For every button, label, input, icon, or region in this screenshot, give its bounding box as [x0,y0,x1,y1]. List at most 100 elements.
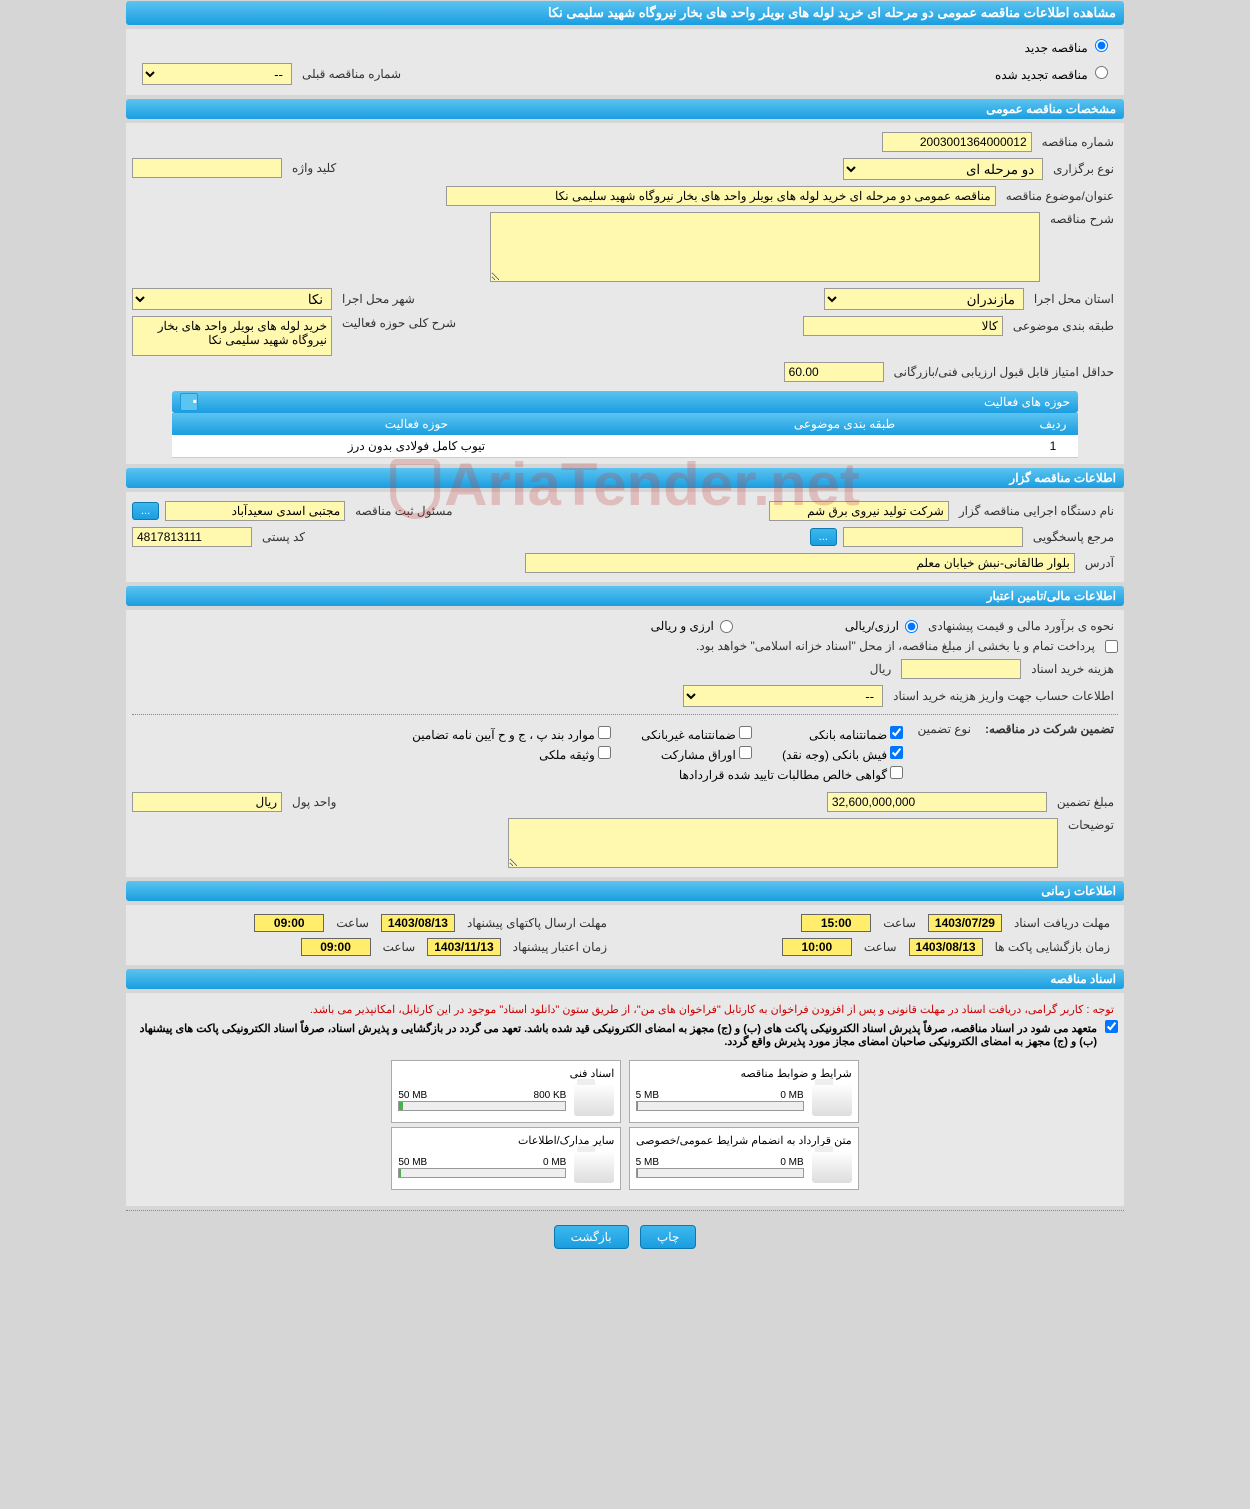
exec-field: شرکت تولید نیروی برق شم [769,501,949,521]
activity-table: ردیف طبقه بندی موضوعی حوزه فعالیت 1 تیوب… [172,413,1078,458]
keyword-input[interactable] [132,158,282,178]
notes-textarea[interactable] [508,818,1058,868]
hold-type-select[interactable]: دو مرحله ای [843,158,1043,180]
note-warning: توجه : کاربر گرامی، دریافت اسناد در مهلت… [132,999,1118,1020]
address-input[interactable] [525,553,1075,573]
validity-time: 09:00 [301,938,371,956]
radio-renewed-label: مناقصه تجدید شده [995,68,1088,82]
folder-icon [812,1151,852,1183]
address-label: آدرس [1081,556,1118,570]
exec-label: نام دستگاه اجرایی مناقصه گزار [955,504,1118,518]
cb-cases[interactable] [598,726,611,739]
subject-input[interactable] [446,186,996,206]
amount-input[interactable] [827,792,1047,812]
note-commitment: متعهد می شود در اسناد مناقصه، صرفاً پذیر… [132,1020,1101,1050]
tender-no-field: 2003001364000012 [882,132,1032,152]
radio-new-tender[interactable] [1095,39,1108,52]
cb-receivable[interactable] [890,766,903,779]
notes-label: توضیحات [1064,818,1118,832]
send-label: مهلت ارسال پاکتهای پیشنهاد [463,916,611,930]
city-label: شهر محل اجرا [338,292,419,306]
cb-nonbank[interactable] [739,726,752,739]
folder-icon [574,1151,614,1183]
table-row: 1 تیوب کامل فولادی بدون درز [172,435,1078,458]
account-select[interactable]: -- [683,685,883,707]
radio-renewed-tender[interactable] [1095,66,1108,79]
folder-icon [812,1084,852,1116]
category-label: طبقه بندی موضوعی [1009,319,1118,333]
activity-table-header: حوزه های فعالیت ▪ [172,391,1078,413]
col-cat: طبقه بندی موضوعی [661,413,1028,435]
send-date: 1403/08/13 [381,914,455,932]
province-select[interactable]: مازندران [824,288,1024,310]
folder-icon [574,1084,614,1116]
section-timing: اطلاعات زمانی [126,881,1124,901]
doc-cost-input[interactable] [901,659,1021,679]
contact-more-button[interactable]: ... [810,528,837,546]
collapse-icon[interactable]: ▪ [180,393,198,411]
section-documents: اسناد مناقصه [126,969,1124,989]
page-title: مشاهده اطلاعات مناقصه عمومی دو مرحله ای … [548,5,1116,20]
estimate-label: نحوه ی برآورد مالی و قیمت پیشنهادی [924,619,1118,633]
page-title-bar: مشاهده اطلاعات مناقصه عمومی دو مرحله ای … [126,1,1124,25]
receive-date: 1403/07/29 [928,914,1002,932]
prev-tender-select[interactable]: -- [142,63,292,85]
open-date: 1403/08/13 [909,938,983,956]
city-select[interactable]: نکا [132,288,332,310]
radio-new-label: مناقصه جدید [1025,41,1088,55]
print-button[interactable]: چاپ [640,1225,696,1249]
section-general: مشخصات مناقصه عمومی [126,99,1124,119]
validity-label: زمان اعتبار پیشنهاد [509,940,611,954]
activity-desc-label: شرح کلی حوزه فعالیت [338,316,460,330]
col-row: ردیف [1028,413,1078,435]
cb-property[interactable] [598,746,611,759]
open-time: 10:00 [782,938,852,956]
contact-label: مرجع پاسخگویی [1029,530,1118,544]
postal-input[interactable] [132,527,252,547]
treasury-note: پرداخت تمام و یا بخشی از مبلغ مناقصه، از… [692,639,1099,653]
treasury-checkbox[interactable] [1105,640,1118,653]
registrar-field: مجتبی اسدی سعیدآباد [165,501,345,521]
doc-box-4[interactable]: سایر مدارک/اطلاعات 50 MB0 MB [391,1127,621,1190]
unit-label: واحد پول [288,795,340,809]
doc-box-2[interactable]: اسناد فنی 50 MB800 KB [391,1060,621,1123]
desc-textarea[interactable] [490,212,1040,282]
category-field: کالا [803,316,1003,336]
account-label: اطلاعات حساب جهت واریز هزینه خرید اسناد [889,689,1118,703]
rial-option: ارزی/ریالی [845,619,899,633]
commitment-checkbox[interactable] [1105,1020,1118,1033]
keyword-label: کلید واژه [288,161,340,175]
doc-box-3[interactable]: متن قرارداد به انضمام شرایط عمومی/خصوصی … [629,1127,859,1190]
min-score-input[interactable] [784,362,884,382]
subject-label: عنوان/موضوع مناقصه [1002,189,1118,203]
cb-cash[interactable] [890,746,903,759]
back-button[interactable]: بازگشت [554,1225,629,1249]
section-organizer: اطلاعات مناقصه گزار [126,468,1124,488]
tender-no-label: شماره مناقصه [1038,135,1118,149]
col-act: حوزه فعالیت [172,413,661,435]
registrar-more-button[interactable]: ... [132,502,159,520]
min-score-label: حداقل امتیاز قابل قبول ارزیابی فنی/بازرگ… [890,365,1118,379]
radio-rial[interactable] [905,620,918,633]
section-financial: اطلاعات مالی/تامین اعتبار [126,586,1124,606]
doc-box-1[interactable]: شرایط و ضوابط مناقصه 5 MB0 MB [629,1060,859,1123]
hold-type-label: نوع برگزاری [1049,162,1118,176]
validity-date: 1403/11/13 [427,938,500,956]
radio-currency[interactable] [720,620,733,633]
receive-time: 15:00 [801,914,871,932]
amount-label: مبلغ تضمین [1053,795,1118,809]
cb-bank[interactable] [890,726,903,739]
guarantee-title: تضمین شرکت در مناقصه: [981,722,1118,736]
doc-cost-label: هزینه خرید اسناد [1027,662,1118,676]
prev-tender-label: شماره مناقصه قبلی [298,67,405,81]
activity-desc-field: خرید لوله های بویلر واحد های بخار نیروگا… [132,316,332,356]
desc-label: شرح مناقصه [1046,212,1118,226]
postal-label: کد پستی [258,530,309,544]
province-label: استان محل اجرا [1030,292,1118,306]
receive-label: مهلت دریافت اسناد [1010,916,1114,930]
cb-bonds[interactable] [739,746,752,759]
unit-field: ریال [132,792,282,812]
contact-field [843,527,1023,547]
guarantee-type-label: نوع تضمین [913,722,974,736]
open-label: زمان بازگشایی پاکت ها [991,940,1114,954]
